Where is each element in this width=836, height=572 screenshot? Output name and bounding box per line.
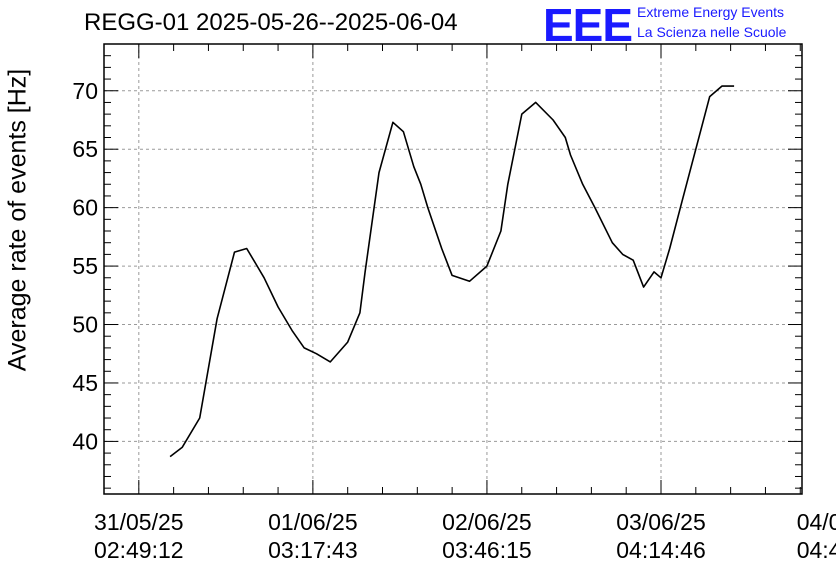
eee-logo: EEE: [543, 0, 633, 51]
x-tick-label-date: 04/06/2: [797, 509, 836, 535]
chart-title: REGG-01 2025-05-26--2025-06-04: [84, 9, 458, 36]
logo-subtitle-1: Extreme Energy Events: [637, 4, 785, 20]
x-tick-label-time: 04:14:46: [616, 537, 706, 563]
x-tick-label-date: 02/06/25: [442, 509, 532, 535]
y-tick-label: 60: [72, 195, 98, 221]
x-tick-label-date: 01/06/25: [268, 509, 358, 535]
x-tick-label-date: 03/06/25: [616, 509, 706, 535]
y-tick-label: 65: [72, 136, 98, 162]
series-line: [169, 85, 735, 458]
y-tick-label: 40: [72, 428, 98, 454]
y-tick-label: 45: [72, 370, 98, 396]
x-tick-label-date: 31/05/25: [94, 509, 184, 535]
x-tick-label-time: 04:43:1: [797, 537, 836, 563]
y-tick-label: 50: [72, 312, 98, 338]
x-tick-label-time: 03:46:15: [442, 537, 532, 563]
y-tick-label: 70: [72, 78, 98, 104]
plot-frame: [103, 43, 803, 495]
x-tick-label-time: 03:17:43: [268, 537, 358, 563]
y-tick-label: 55: [72, 253, 98, 279]
logo-subtitle-2: La Scienza nelle Scuole: [637, 24, 787, 40]
x-tick-label-time: 02:49:12: [94, 537, 184, 563]
